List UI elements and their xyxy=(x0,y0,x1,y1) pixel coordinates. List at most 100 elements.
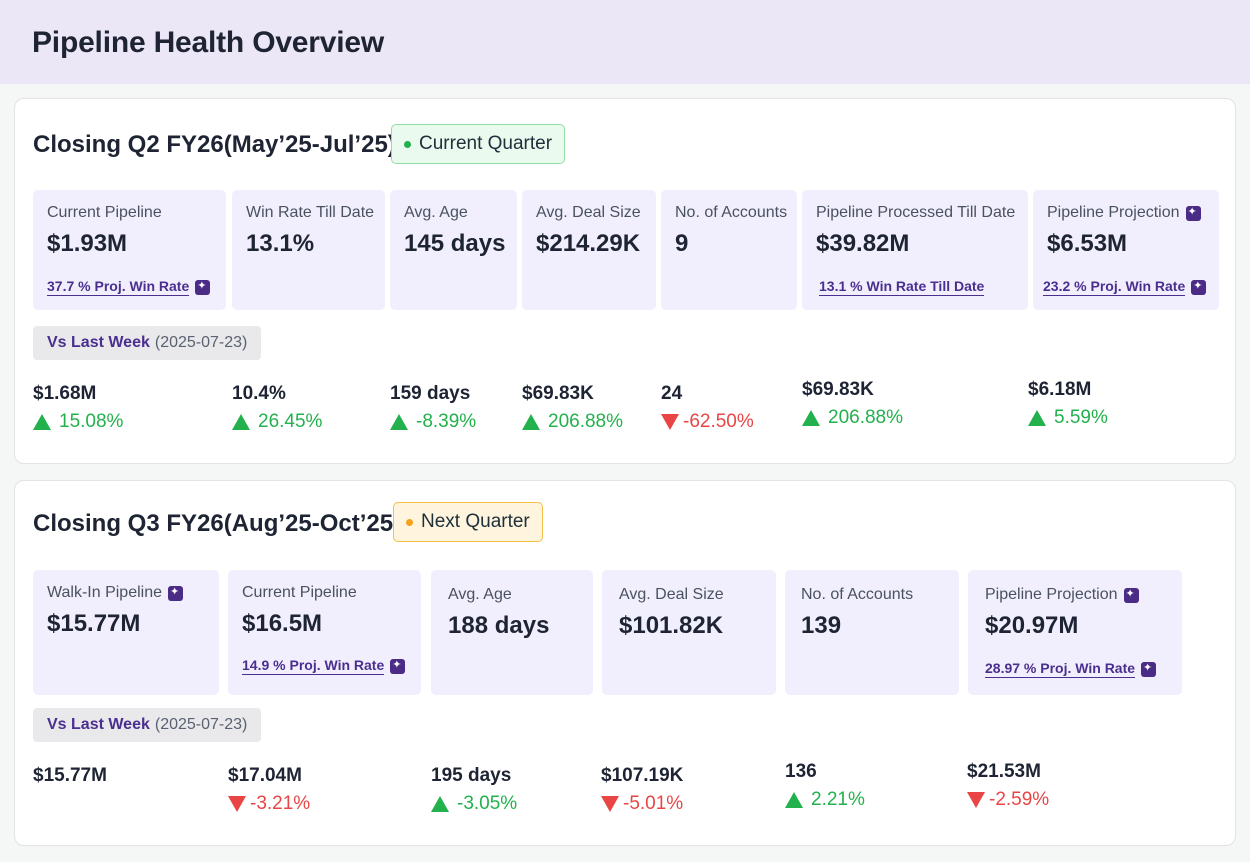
card-value: $39.82M xyxy=(816,230,910,257)
delta-text: 206.88% xyxy=(828,407,904,428)
q3-compare-5: $21.53M -2.59% xyxy=(967,761,1049,811)
card-label-row: Pipeline Projection xyxy=(1047,204,1201,222)
proj-win-rate-link[interactable]: 28.97 % Proj. Win Rate xyxy=(985,660,1157,678)
card-value: $6.53M xyxy=(1047,230,1128,257)
status-dot-icon xyxy=(406,518,413,526)
q3-compare-1: $17.04M -3.21% xyxy=(228,765,310,815)
page-title: Pipeline Health Overview xyxy=(32,26,385,59)
q2-compare-6: $6.18M 5.59% xyxy=(1028,379,1108,429)
compare-value: 136 xyxy=(785,761,817,782)
delta-text: 2.21% xyxy=(811,789,865,810)
q2-compare-4: 24 -62.50% xyxy=(661,383,754,433)
card-value: $101.82K xyxy=(619,612,724,639)
arrow-up-icon xyxy=(33,414,51,430)
compare-delta: 2.21% xyxy=(785,789,865,811)
ai-sparkle-icon[interactable] xyxy=(1185,205,1201,221)
current-quarter-badge: Current Quarter xyxy=(391,124,566,164)
ai-sparkle-icon[interactable] xyxy=(195,279,211,295)
q2-card-avg-deal: Avg. Deal Size $214.29K xyxy=(522,190,656,310)
vs-label: Vs Last Week xyxy=(47,716,150,733)
q2-compare-3: $69.83K 206.88% xyxy=(522,383,623,433)
q3-compare-2: 195 days -3.05% xyxy=(431,765,517,815)
compare-delta: -5.01% xyxy=(601,793,683,815)
q3-card-current-pipeline: Current Pipeline $16.5M 14.9 % Proj. Win… xyxy=(228,570,421,695)
q3-card-avg-age: Avg. Age 188 days xyxy=(431,570,593,695)
badge-label: Current Quarter xyxy=(419,133,553,154)
card-label: Win Rate Till Date xyxy=(246,204,375,221)
card-value: $20.97M xyxy=(985,612,1079,639)
card-label: No. of Accounts xyxy=(675,204,788,221)
compare-value: $21.53M xyxy=(967,761,1041,782)
delta-text: 15.08% xyxy=(59,411,124,432)
q3-compare-4: 136 2.21% xyxy=(785,761,865,811)
arrow-down-icon xyxy=(661,414,679,430)
compare-delta: -62.50% xyxy=(661,411,754,433)
arrow-up-icon xyxy=(431,796,449,812)
delta-text: -62.50% xyxy=(683,411,754,432)
compare-delta: 206.88% xyxy=(802,407,903,429)
card-value: $15.77M xyxy=(47,610,141,637)
proj-win-rate-link[interactable]: 23.2 % Proj. Win Rate xyxy=(1043,278,1207,296)
delta-text: 206.88% xyxy=(548,411,624,432)
win-rate-till-date-link[interactable]: 13.1 % Win Rate Till Date xyxy=(819,278,985,296)
sub-label[interactable]: 14.9 % Proj. Win Rate xyxy=(242,657,385,675)
compare-value: $17.04M xyxy=(228,765,302,786)
vs-date: (2025-07-23) xyxy=(154,334,248,351)
card-value: 139 xyxy=(801,612,842,639)
ai-sparkle-icon[interactable] xyxy=(390,658,406,674)
arrow-up-icon xyxy=(390,414,408,430)
compare-value: 159 days xyxy=(390,383,471,404)
arrow-down-icon xyxy=(967,792,985,808)
arrow-down-icon xyxy=(228,796,246,812)
q3-panel: Closing Q3 FY26(Aug’25-Oct’25) Next Quar… xyxy=(14,480,1236,846)
compare-value: $69.83K xyxy=(522,383,594,404)
ai-sparkle-icon[interactable] xyxy=(168,585,184,601)
compare-value: $107.19K xyxy=(601,765,684,786)
compare-delta: -8.39% xyxy=(390,411,476,433)
q2-panel: Closing Q2 FY26(May’25-Jul’25) Current Q… xyxy=(14,98,1236,464)
compare-delta: 26.45% xyxy=(232,411,322,433)
ai-sparkle-icon[interactable] xyxy=(1123,587,1139,603)
q2-title: Closing Q2 FY26(May’25-Jul’25) xyxy=(33,131,396,158)
arrow-up-icon xyxy=(785,792,803,808)
q2-card-processed: Pipeline Processed Till Date $39.82M 13.… xyxy=(802,190,1028,310)
q2-card-projection: Pipeline Projection $6.53M 23.2 % Proj. … xyxy=(1033,190,1219,310)
card-label: Pipeline Processed Till Date xyxy=(816,204,1016,221)
delta-text: -3.21% xyxy=(250,793,311,814)
card-value: 145 days xyxy=(404,230,506,257)
ai-sparkle-icon[interactable] xyxy=(1191,279,1207,295)
compare-value: 10.4% xyxy=(232,383,286,404)
proj-win-rate-link[interactable]: 37.7 % Proj. Win Rate xyxy=(47,278,211,296)
q3-compare-3: $107.19K -5.01% xyxy=(601,765,683,815)
compare-value: $6.18M xyxy=(1028,379,1092,400)
delta-text: 5.59% xyxy=(1054,407,1108,428)
card-label: Avg. Age xyxy=(448,586,512,603)
vs-label: Vs Last Week xyxy=(47,334,150,351)
sub-label[interactable]: 13.1 % Win Rate Till Date xyxy=(819,278,985,296)
q2-card-win-rate: Win Rate Till Date 13.1% xyxy=(232,190,385,310)
q3-card-avg-deal: Avg. Deal Size $101.82K xyxy=(602,570,776,695)
status-dot-icon xyxy=(404,140,411,148)
card-value: 13.1% xyxy=(246,230,315,257)
sub-label[interactable]: 28.97 % Proj. Win Rate xyxy=(985,660,1136,678)
card-value: $214.29K xyxy=(536,230,641,257)
arrow-up-icon xyxy=(522,414,540,430)
proj-win-rate-link[interactable]: 14.9 % Proj. Win Rate xyxy=(242,657,406,675)
q2-card-accounts: No. of Accounts 9 xyxy=(661,190,797,310)
q2-card-avg-age: Avg. Age 145 days xyxy=(390,190,517,310)
sub-label[interactable]: 37.7 % Proj. Win Rate xyxy=(47,278,190,296)
card-label-row: Walk-In Pipeline xyxy=(47,584,184,602)
compare-delta: 5.59% xyxy=(1028,407,1108,429)
compare-value: 195 days xyxy=(431,765,512,786)
card-label: Walk-In Pipeline xyxy=(47,584,163,601)
q2-card-current-pipeline: Current Pipeline $1.93M 37.7 % Proj. Win… xyxy=(33,190,226,310)
delta-text: -8.39% xyxy=(416,411,477,432)
ai-sparkle-icon[interactable] xyxy=(1141,661,1157,677)
q2-compare-0: $1.68M 15.08% xyxy=(33,383,123,433)
delta-text: -5.01% xyxy=(623,793,684,814)
compare-delta: -3.21% xyxy=(228,793,310,815)
delta-text: -3.05% xyxy=(457,793,518,814)
card-label: Avg. Deal Size xyxy=(619,586,724,603)
sub-label[interactable]: 23.2 % Proj. Win Rate xyxy=(1043,278,1186,296)
card-value: $16.5M xyxy=(242,610,323,637)
